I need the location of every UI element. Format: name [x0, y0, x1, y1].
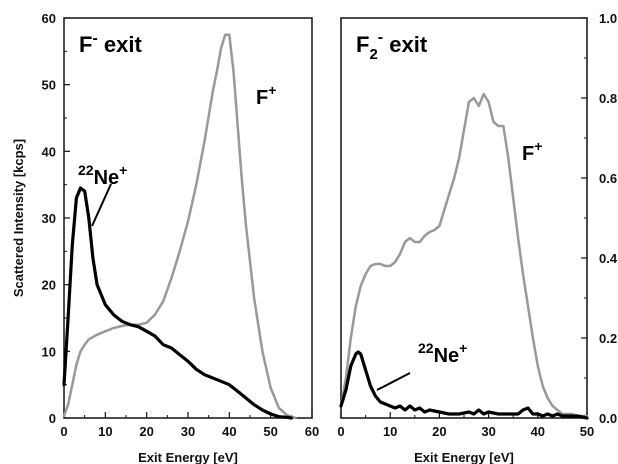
- right-series: [339, 92, 589, 420]
- left-x-tick-label: 0: [60, 424, 67, 439]
- left-y-axis-label: Scattered Intensity [kcps]: [11, 139, 26, 297]
- left-ne-base: Ne: [94, 167, 120, 189]
- right-ne-charge: +: [459, 340, 467, 356]
- right-title-rest: exit: [383, 32, 428, 57]
- right-ticks: 0 10 20 30 40 50 0.0 0.2 0.4 0.6 0.8 1.0: [337, 11, 617, 439]
- right-y-tick-label: 0.2: [599, 331, 617, 346]
- right-title-base: F: [356, 32, 369, 57]
- left-f-plus-sup: +: [268, 82, 276, 98]
- left-x-tick-label: 40: [222, 424, 236, 439]
- left-y-tick-label: 40: [42, 144, 56, 159]
- right-series-f-plus-line: [339, 92, 589, 418]
- right-series-ne22-plus-line: [339, 350, 589, 420]
- right-ne-pointer: [376, 372, 411, 391]
- right-f-plus-base: F: [522, 143, 534, 165]
- left-y-tick-label: 20: [42, 278, 56, 293]
- right-x-tick-label: 30: [481, 424, 495, 439]
- left-y-tick-label: 30: [42, 211, 56, 226]
- right-f-plus-label: F+: [522, 138, 542, 165]
- right-y-tick-label: 0.0: [599, 411, 617, 426]
- left-x-axis-label: Exit Energy [eV]: [138, 450, 238, 464]
- right-title-sub: 2: [369, 46, 377, 63]
- left-f-plus-base: F: [256, 87, 268, 109]
- left-ne-charge: +: [119, 162, 127, 178]
- right-f-plus-sup: +: [534, 138, 542, 154]
- right-y-tick-label: 0.6: [599, 171, 617, 186]
- left-title-sup: -: [92, 30, 97, 47]
- right-panel: 0 10 20 30 40 500.00.20.40.60.81.0 F2- exit F…: [337, 11, 617, 464]
- right-x-tick-label: 20: [432, 424, 446, 439]
- left-series: [62, 33, 297, 420]
- right-ne-label: 22Ne+: [418, 340, 467, 367]
- right-y-tick-label: 0.8: [599, 91, 617, 106]
- left-title-base: F: [79, 32, 92, 57]
- right-ne-base: Ne: [434, 345, 460, 367]
- right-plot-frame: [340, 17, 588, 419]
- left-f-plus-label: F+: [256, 82, 276, 109]
- left-x-tick-label: 30: [181, 424, 195, 439]
- left-x-tick-label: 20: [139, 424, 153, 439]
- left-y-tick-label: 50: [42, 78, 56, 93]
- left-ticks: 0 10 20 30 40 50 60 0 10 20 30 40 50 60: [42, 11, 320, 439]
- right-x-tick-label: 10: [383, 424, 397, 439]
- left-x-tick-label: 60: [305, 424, 319, 439]
- right-y-tick-label: 1.0: [599, 11, 617, 26]
- right-x-tick-label: 50: [580, 424, 594, 439]
- left-series-f-plus-line: [62, 33, 297, 420]
- left-panel-title: F- exit: [79, 30, 142, 57]
- left-series-ne22-plus-line: [62, 186, 293, 420]
- right-title-sup: -: [378, 29, 383, 46]
- right-y-tick-label: 0.4: [599, 251, 618, 266]
- left-ne-mass: 22: [78, 162, 94, 178]
- right-x-tick-label: 40: [531, 424, 545, 439]
- right-x-axis-label: Exit Energy [eV]: [414, 450, 514, 464]
- left-ne-pointer: [91, 183, 112, 227]
- right-ne-mass: 22: [418, 340, 434, 356]
- left-ne-label: 22Ne+: [78, 162, 127, 189]
- left-y-tick-label: 60: [42, 11, 56, 26]
- left-title-rest: exit: [98, 32, 143, 57]
- left-x-tick-label: 10: [98, 424, 112, 439]
- right-x-tick-label: 0: [337, 424, 344, 439]
- right-panel-title: F2- exit: [356, 29, 428, 63]
- left-x-tick-label: 50: [263, 424, 277, 439]
- left-y-tick-label: 10: [42, 344, 56, 359]
- left-y-tick-label: 0: [49, 411, 56, 426]
